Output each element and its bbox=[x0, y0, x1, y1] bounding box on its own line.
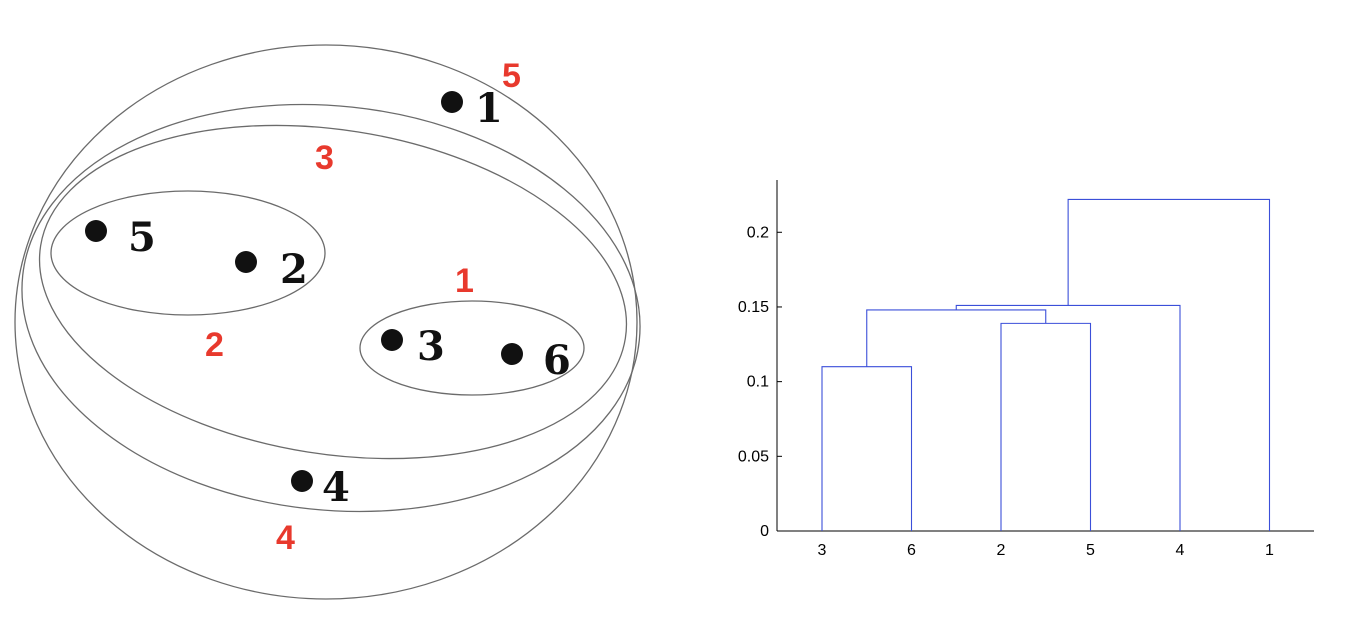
cluster-1-label: 1 bbox=[455, 262, 474, 300]
axis-ticks: 0 0.05 0.1 0.15 0.2 3 6 2 5 4 1 bbox=[738, 224, 1274, 559]
point-6-marker bbox=[501, 343, 523, 365]
cluster-2-label: 2 bbox=[205, 326, 224, 364]
y-tick-label: 0.1 bbox=[747, 374, 769, 391]
dendrogram-link bbox=[1067, 198, 1271, 531]
point-3-label: 3 bbox=[417, 323, 445, 370]
dendrogram-chart: 0 0.05 0.1 0.15 0.2 3 6 2 5 4 1 bbox=[738, 180, 1314, 559]
point-3-marker bbox=[381, 329, 403, 351]
dendrogram-link bbox=[866, 309, 1047, 367]
leaf-label: 6 bbox=[907, 542, 916, 559]
leaf-label: 3 bbox=[818, 542, 827, 559]
point-2-label: 2 bbox=[280, 246, 308, 293]
leaf-label: 5 bbox=[1086, 542, 1095, 559]
y-tick-label: 0.05 bbox=[738, 448, 769, 465]
cluster-4-label: 4 bbox=[276, 519, 295, 557]
dendrogram-links bbox=[821, 198, 1271, 531]
y-tick-label: 0.2 bbox=[747, 224, 769, 241]
leaf-label: 2 bbox=[997, 542, 1006, 559]
leaf-label: 4 bbox=[1176, 542, 1185, 559]
point-6-label: 6 bbox=[543, 337, 571, 384]
cluster-4-outline bbox=[21, 103, 641, 513]
point-1-marker bbox=[441, 91, 463, 113]
point-4-label: 4 bbox=[322, 464, 350, 511]
cluster-5-outline bbox=[14, 44, 638, 600]
leaf-label: 1 bbox=[1265, 542, 1274, 559]
y-tick-label: 0.15 bbox=[738, 299, 769, 316]
dendrogram-link bbox=[955, 304, 1181, 531]
point-2-marker bbox=[235, 251, 257, 273]
cluster-3-label: 3 bbox=[315, 139, 334, 177]
point-5-label: 5 bbox=[128, 214, 156, 261]
point-4-marker bbox=[291, 470, 313, 492]
cluster-2-outline bbox=[50, 190, 326, 316]
y-tick-label: 0 bbox=[760, 523, 769, 540]
dendrogram-link bbox=[1000, 322, 1092, 531]
nested-cluster-diagram: 1 5 2 3 6 4 5 3 1 2 4 bbox=[14, 44, 641, 600]
point-1-label: 1 bbox=[475, 85, 503, 132]
cluster-5-label: 5 bbox=[502, 57, 521, 95]
dendrogram-link bbox=[821, 366, 913, 531]
point-5-marker bbox=[85, 220, 107, 242]
cluster-1-outline bbox=[359, 300, 585, 396]
cluster-3-outline bbox=[38, 124, 628, 460]
